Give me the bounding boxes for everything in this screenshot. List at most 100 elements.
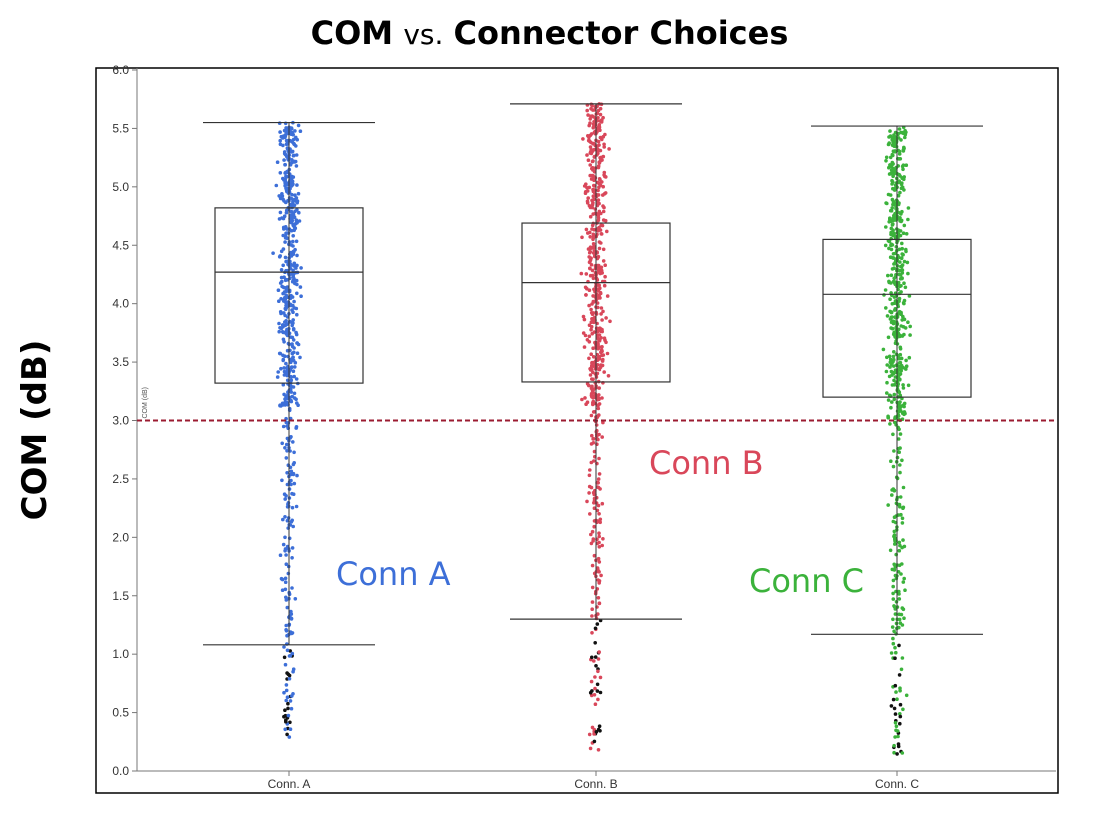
data-point (587, 473, 592, 478)
data-point (891, 636, 895, 641)
data-point (292, 391, 297, 396)
data-point (897, 268, 902, 273)
data-point (591, 115, 596, 119)
data-point (290, 150, 294, 154)
data-point (891, 487, 896, 491)
data-point (292, 153, 296, 158)
data-point (906, 206, 911, 210)
data-point (597, 540, 601, 545)
data-point (282, 645, 286, 649)
data-point (894, 501, 899, 506)
data-point (596, 108, 601, 113)
data-point (291, 669, 295, 674)
data-point (598, 690, 603, 695)
data-point (585, 499, 589, 504)
data-point (593, 346, 598, 350)
data-point (598, 675, 603, 680)
data-point (902, 175, 906, 179)
data-point (595, 480, 600, 485)
data-point (888, 422, 892, 426)
data-point (277, 194, 282, 198)
data-point (887, 165, 891, 170)
data-point (897, 390, 902, 395)
data-point (589, 693, 594, 698)
data-point (283, 662, 288, 667)
data-point (901, 485, 906, 490)
data-point (585, 153, 589, 157)
data-point (282, 158, 286, 162)
data-point (284, 361, 288, 366)
y-tick-label: 1.0 (112, 647, 129, 661)
data-point (897, 548, 902, 553)
y-tick-label: 1.5 (112, 589, 129, 603)
data-point (294, 377, 299, 381)
data-point (893, 375, 898, 379)
data-point (288, 465, 293, 470)
annotation-conn-a: Conn A (336, 555, 451, 593)
data-point (285, 482, 290, 487)
data-point (591, 402, 595, 407)
data-point (283, 580, 288, 584)
data-point (280, 441, 285, 446)
data-point (586, 247, 591, 251)
data-point (289, 519, 294, 524)
data-point (294, 153, 299, 157)
data-point (284, 553, 288, 557)
data-point (598, 158, 603, 163)
data-point (599, 265, 604, 270)
box-conn-a (214, 207, 364, 384)
data-point (294, 425, 299, 429)
data-point (592, 496, 597, 501)
data-point (888, 548, 893, 553)
data-point (288, 649, 293, 653)
y-tick-label: 2.5 (112, 472, 129, 486)
data-point (294, 266, 298, 270)
data-point (589, 485, 594, 490)
data-point (596, 596, 601, 600)
data-point (883, 288, 888, 292)
data-point (284, 186, 288, 191)
data-point (284, 442, 289, 447)
data-point (275, 160, 280, 164)
data-point (286, 713, 291, 718)
data-point (285, 449, 289, 453)
data-point (289, 482, 293, 487)
data-point (898, 400, 902, 404)
data-point (899, 512, 903, 517)
y-tick-label: 3.5 (112, 355, 129, 369)
data-point (590, 202, 595, 207)
data-point (599, 232, 604, 236)
data-point (283, 320, 287, 324)
data-point (596, 485, 601, 490)
data-point (892, 357, 896, 362)
data-point (587, 255, 591, 259)
data-point (278, 553, 283, 557)
data-point (285, 394, 290, 399)
data-point (592, 300, 596, 304)
data-point (595, 329, 600, 334)
data-point (281, 358, 286, 363)
data-point (596, 165, 601, 170)
data-point (607, 147, 611, 151)
y-tick-label: 5.5 (112, 121, 129, 135)
data-point (288, 727, 293, 731)
data-point (898, 432, 903, 436)
data-point (281, 263, 286, 268)
data-point (600, 396, 604, 400)
data-point (271, 251, 275, 255)
data-point (602, 370, 606, 374)
data-point (279, 297, 283, 301)
data-point (893, 735, 897, 739)
data-point (284, 562, 289, 566)
data-point (294, 144, 298, 148)
data-point (289, 378, 294, 383)
data-point (281, 324, 285, 329)
data-point (276, 370, 281, 374)
data-point (279, 311, 283, 316)
data-point (602, 170, 607, 175)
data-point (892, 562, 896, 567)
data-point (885, 314, 890, 318)
data-point (586, 196, 590, 200)
data-point (899, 138, 903, 142)
data-point (899, 356, 904, 361)
